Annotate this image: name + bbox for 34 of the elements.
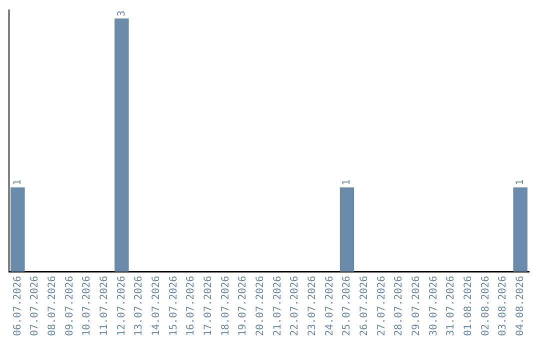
x-tick-label: 27.07.2026	[376, 276, 388, 336]
x-tick-label: 29.07.2026	[410, 276, 422, 336]
x-tick-label: 28.07.2026	[394, 276, 405, 336]
x-tick-label: 22.07.2026	[290, 276, 301, 336]
x-tick-label: 20.07.2026	[254, 276, 266, 336]
x-tick-label: 31.07.2026	[446, 276, 457, 336]
x-tick-label: 19.07.2026	[238, 276, 249, 336]
x-tick-label: 09.07.2026	[64, 276, 76, 336]
x-tick-label: 06.07.2026	[12, 276, 24, 336]
x-tick-label: 12.07.2026	[116, 276, 128, 336]
x-tick-label: 11.07.2026	[98, 276, 110, 336]
x-tick-label: 04.08.2026	[514, 276, 526, 336]
data-label: 3	[116, 10, 128, 16]
x-tick-label: 15.07.2026	[168, 276, 180, 336]
data-label: 1	[12, 179, 24, 186]
x-tick-label: 21.07.2026	[272, 276, 284, 336]
data-label: 1	[342, 179, 353, 186]
x-tick-label: 16.07.2026	[186, 276, 197, 336]
x-tick-label: 18.07.2026	[220, 276, 232, 336]
x-tick-label: 30.07.2026	[428, 276, 440, 336]
x-tick-label: 14.07.2026	[150, 276, 162, 336]
x-tick-label: 02.08.2026	[480, 276, 492, 336]
x-tick-label: 03.08.2026	[498, 276, 509, 336]
x-tick-label: 24.07.2026	[324, 276, 336, 336]
x-tick-label: 23.07.2026	[306, 276, 318, 336]
x-tick-label: 01.08.2026	[462, 276, 474, 336]
x-tick-label: 17.07.2026	[202, 276, 214, 336]
x-tick-label: 26.07.2026	[358, 276, 370, 336]
x-tick-label: 13.07.2026	[134, 276, 145, 336]
x-tick-label: 25.07.2026	[342, 276, 353, 336]
x-tick-label: 08.07.2026	[46, 276, 58, 336]
x-tick-label: 07.07.2026	[30, 276, 41, 336]
x-tick-label: 10.07.2026	[82, 276, 93, 336]
data-label: 1	[514, 179, 526, 186]
